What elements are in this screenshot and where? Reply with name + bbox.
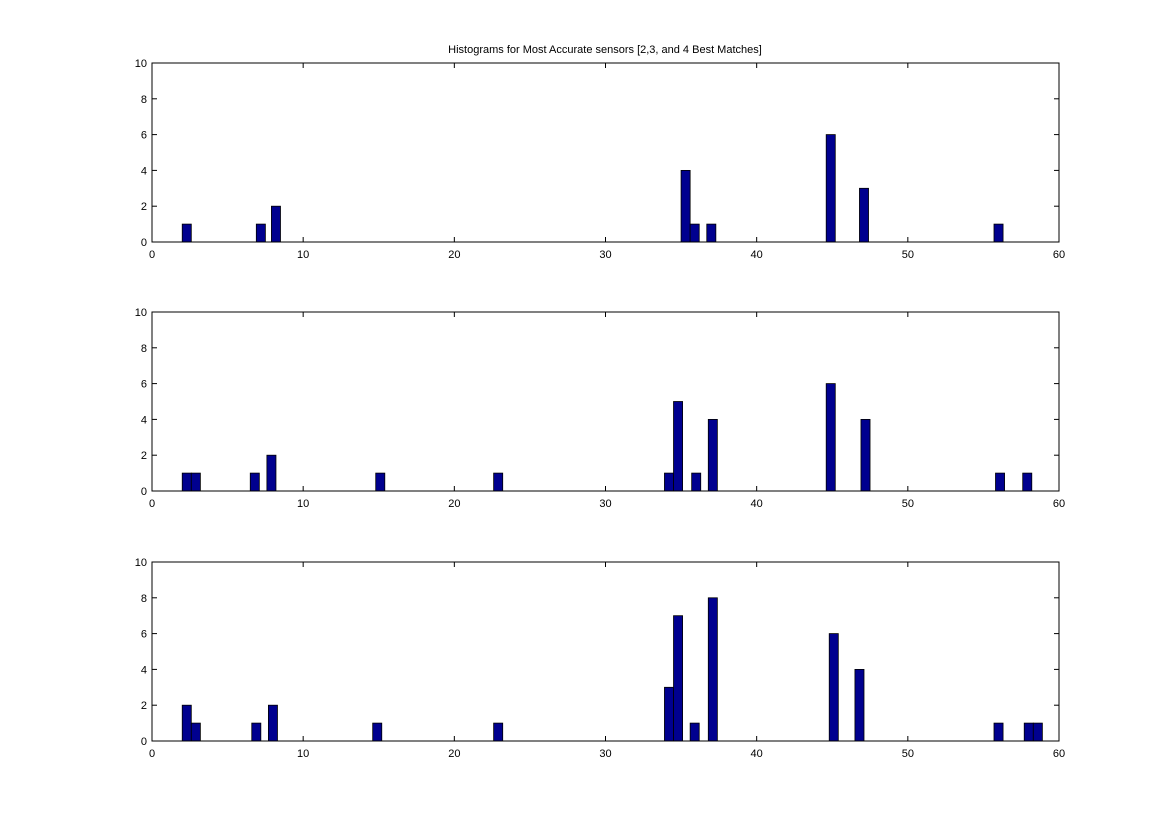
histogram-bar <box>181 223 192 243</box>
x-tick-label: 40 <box>751 249 763 261</box>
histogram-bar <box>854 669 865 742</box>
x-tick-label: 60 <box>1053 748 1065 760</box>
x-tick-label: 0 <box>149 498 155 510</box>
histogram-bar <box>493 722 504 742</box>
histogram-bar <box>825 134 836 243</box>
x-tick-label: 50 <box>902 249 914 261</box>
x-tick-label: 60 <box>1053 249 1065 261</box>
histogram-bar <box>993 722 1004 742</box>
y-tick-label: 8 <box>141 593 147 605</box>
x-tick-label: 10 <box>297 249 309 261</box>
histogram-bar <box>859 187 869 243</box>
x-tick-label: 30 <box>599 498 611 510</box>
x-tick-label: 20 <box>448 748 460 760</box>
x-tick-label: 50 <box>902 498 914 510</box>
histogram-bar <box>249 472 260 492</box>
x-tick-label: 0 <box>149 748 155 760</box>
subplot-3: 0 10 20 30 40 50 60 0 2 4 6 8 10 <box>135 557 1065 760</box>
histogram-bar <box>995 472 1005 492</box>
histogram-bar <box>707 597 718 742</box>
histogram-bar <box>493 472 504 492</box>
subplot-2: 0 10 20 30 40 50 60 0 2 4 6 8 10 <box>135 307 1065 510</box>
histogram-bar <box>190 722 201 742</box>
y-tick-label: 4 <box>141 664 147 676</box>
y-tick-label: 2 <box>141 201 147 213</box>
histogram-bar <box>1032 722 1043 742</box>
x-tick-label: 20 <box>448 498 460 510</box>
histogram-bar <box>673 615 683 742</box>
x-tick-label: 40 <box>751 498 763 510</box>
y-tick-label: 4 <box>141 414 147 426</box>
histogram-bar <box>707 418 718 492</box>
y-tick-label: 0 <box>141 237 147 249</box>
histogram-bar <box>860 418 871 492</box>
y-tick-label: 8 <box>141 343 147 355</box>
histogram-bar <box>181 704 192 742</box>
y-tick-label: 0 <box>141 736 147 748</box>
y-tick-label: 10 <box>135 58 147 70</box>
y-tick-label: 4 <box>141 165 147 177</box>
y-tick-label: 10 <box>135 307 147 319</box>
x-tick-label: 10 <box>297 748 309 760</box>
histogram-bar <box>271 205 281 243</box>
y-tick-label: 6 <box>141 379 147 391</box>
histogram-bar <box>267 704 278 742</box>
y-tick-label: 6 <box>141 629 147 641</box>
histogram-bar <box>706 223 717 243</box>
x-tick-label: 30 <box>599 249 611 261</box>
histogram-bar <box>828 633 839 742</box>
histogram-bar <box>689 722 700 742</box>
y-tick-label: 2 <box>141 450 147 462</box>
y-tick-label: 0 <box>141 486 147 498</box>
histogram-bar <box>1023 722 1034 742</box>
histogram-bar <box>266 454 277 492</box>
histogram-bar <box>181 472 192 492</box>
histogram-bar <box>664 472 674 492</box>
histogram-bar <box>689 223 700 243</box>
histogram-bar <box>680 169 691 243</box>
x-tick-label: 20 <box>448 249 460 261</box>
histogram-bar <box>375 472 386 492</box>
histogram-bar <box>251 722 262 742</box>
histogram-bar <box>691 472 702 492</box>
x-tick-label: 60 <box>1053 498 1065 510</box>
histogram-bar <box>372 722 383 742</box>
histogram-bar <box>1022 472 1033 492</box>
x-tick-label: 30 <box>599 748 611 760</box>
x-tick-label: 10 <box>297 498 309 510</box>
y-tick-label: 6 <box>141 130 147 142</box>
figure-title: Histograms for Most Accurate sensors [2,… <box>448 44 762 56</box>
x-tick-label: 40 <box>751 748 763 760</box>
histogram-bar <box>993 223 1004 243</box>
histogram-bar <box>255 223 266 243</box>
histogram-bar <box>664 686 674 742</box>
y-tick-label: 10 <box>135 557 147 569</box>
histogram-bar <box>825 383 836 492</box>
histogram-bar <box>673 401 683 492</box>
x-tick-label: 50 <box>902 748 914 760</box>
subplot-1: 0 10 20 30 40 50 60 0 2 4 6 8 10 <box>135 58 1065 261</box>
y-tick-label: 2 <box>141 700 147 712</box>
histogram-bar <box>190 472 201 492</box>
y-tick-label: 8 <box>141 94 147 106</box>
x-tick-label: 0 <box>149 249 155 261</box>
